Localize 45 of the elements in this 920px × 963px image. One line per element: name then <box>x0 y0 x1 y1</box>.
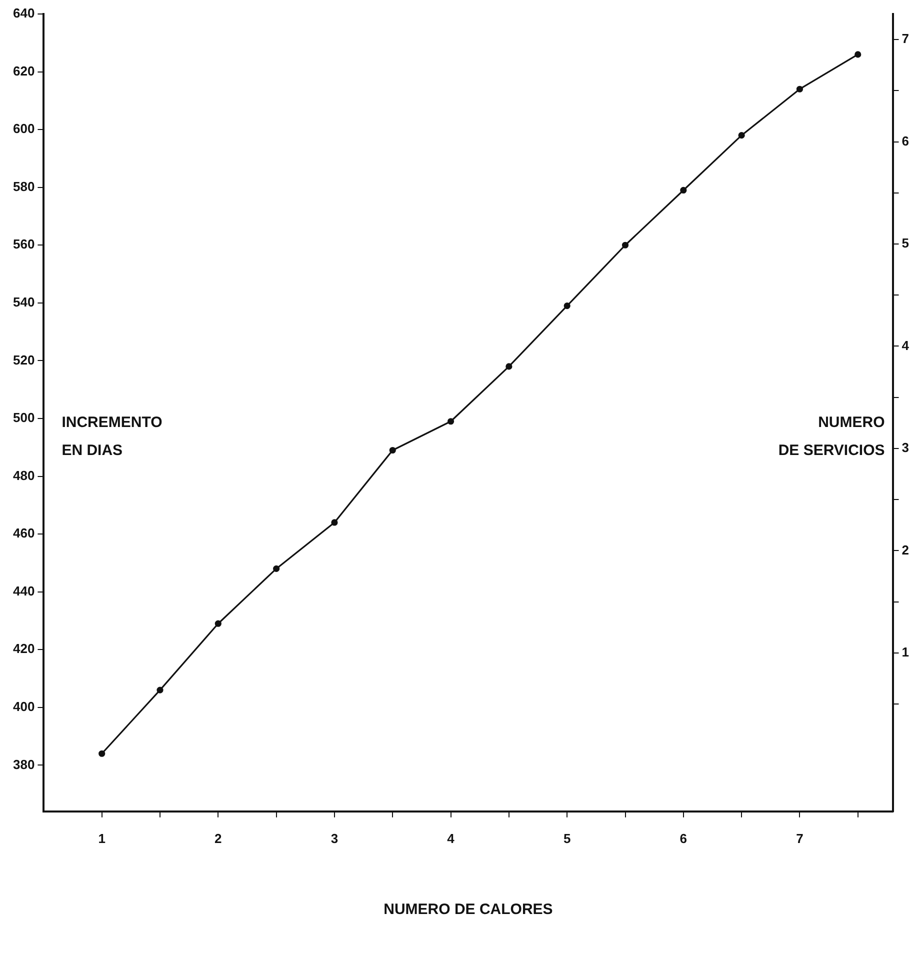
x-tick-label: 1 <box>98 830 106 846</box>
y-tick-label: 460 <box>12 526 35 541</box>
y2-tick-label: 2 <box>902 542 910 558</box>
x-axis-title: NUMERO DE CALORES <box>384 901 553 918</box>
x-tick-label: 7 <box>796 830 804 846</box>
y2-axis-title: NUMERO DE SERVICIOS <box>778 414 886 459</box>
y-tick-label: 600 <box>12 121 35 136</box>
point <box>622 242 629 248</box>
point <box>738 132 745 139</box>
y-tick-label: 520 <box>12 352 35 368</box>
point <box>506 363 512 370</box>
y-tick-label: 500 <box>12 410 35 426</box>
x-tick-label: 4 <box>447 830 456 846</box>
x-tick-label: 3 <box>330 830 338 846</box>
y-tick-label: 580 <box>12 178 35 194</box>
y-tick-label: 640 <box>12 6 35 21</box>
y2-tick-label: 3 <box>902 440 910 456</box>
point <box>156 686 164 694</box>
y2-tick-label: 1 <box>902 644 910 660</box>
point <box>389 446 396 454</box>
y-tick-label: 480 <box>12 468 35 483</box>
point <box>680 186 687 194</box>
x-tick-label: 6 <box>680 830 688 846</box>
y-tick-label: 620 <box>12 63 35 78</box>
point <box>273 565 280 572</box>
y-tick-label: 420 <box>12 641 35 656</box>
y2-tick-label: 6 <box>902 133 910 148</box>
y-axis-title: INCREMENTO EN DIAS <box>62 414 163 459</box>
point <box>564 302 570 310</box>
point <box>98 750 106 757</box>
y-tick-label: 380 <box>12 756 35 772</box>
point <box>796 86 804 92</box>
y-tick-label: 440 <box>12 583 35 598</box>
point <box>214 620 222 627</box>
x-tick-label: 5 <box>563 830 571 846</box>
y-tick-label: 540 <box>12 294 35 310</box>
y2-tick-label: 7 <box>902 31 910 46</box>
y-tick-label: 560 <box>12 236 35 252</box>
point <box>331 519 338 526</box>
point <box>447 418 454 425</box>
x-tick-label: 2 <box>214 830 222 846</box>
point <box>854 51 862 58</box>
y2-tick-label: 4 <box>902 338 910 353</box>
y2-tick-label: 5 <box>902 236 910 251</box>
y-tick-label: 400 <box>12 698 35 714</box>
